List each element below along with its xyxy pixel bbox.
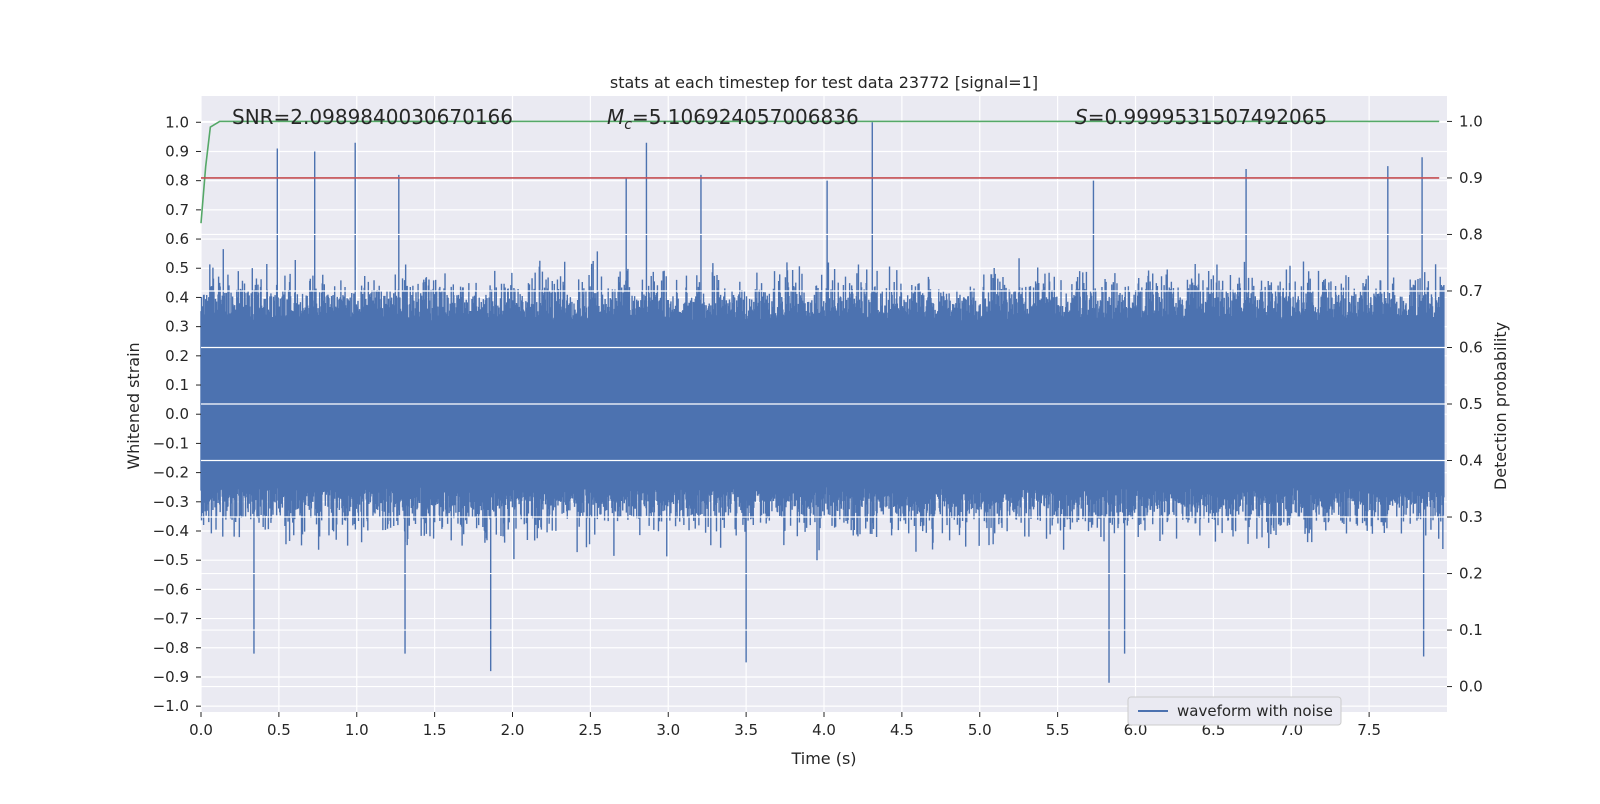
y-left-tick-label: −0.7 — [153, 610, 189, 628]
y-left-tick-label: 0.1 — [165, 376, 189, 394]
y-right-tick-label: 0.6 — [1459, 338, 1483, 356]
x-tick-label: 3.5 — [734, 721, 758, 739]
x-tick-label: 7.5 — [1357, 721, 1381, 739]
y-right-tick-label: 1.0 — [1459, 112, 1483, 130]
y-left-tick-label: 0.7 — [165, 201, 189, 219]
y-right-tick-label: 0.1 — [1459, 621, 1483, 639]
score-annotation: S=0.9999531507492065 — [1075, 105, 1327, 129]
y-left-tick-label: −0.2 — [153, 464, 189, 482]
x-tick-label: 1.5 — [423, 721, 447, 739]
x-tick-label: 2.0 — [501, 721, 525, 739]
y-left-tick-label: −0.9 — [153, 668, 189, 686]
waveform-core-band — [201, 349, 1444, 464]
y-left-axis-ticks: −1.0 −0.9 −0.8 −0.7 −0.6 −0.5 −0.4 −0.3 −0.2 −0.1… — [153, 113, 201, 715]
y-left-tick-label: 1.0 — [165, 113, 189, 131]
y-right-tick-label: 0.8 — [1459, 225, 1483, 243]
y-left-tick-label: 0.0 — [165, 405, 189, 423]
chirp-mass-subscript: c — [624, 117, 632, 133]
y-right-tick-label: 0.0 — [1459, 678, 1483, 696]
x-tick-label: 0.5 — [267, 721, 291, 739]
y-left-tick-label: −0.6 — [153, 580, 189, 598]
waveform-series — [200, 122, 1445, 683]
x-axis-label: Time (s) — [790, 749, 856, 768]
chirp-mass-annotation: Mc=5.106924057006836 — [607, 105, 859, 133]
x-tick-label: 4.0 — [812, 721, 836, 739]
y-left-tick-label: 0.3 — [165, 318, 189, 336]
y-left-tick-label: −0.8 — [153, 639, 189, 657]
y-right-axis-ticks: 0.0 0.1 0.2 0.3 0.4 0.5 0.6 0.7 0.8 0.9 1.0 — [1447, 112, 1483, 696]
chirp-mass-value: =5.106924057006836 — [632, 105, 859, 129]
x-tick-label: 3.0 — [656, 721, 680, 739]
x-tick-label: 1.0 — [345, 721, 369, 739]
score-value: =0.9999531507492065 — [1088, 105, 1327, 129]
chirp-mass-symbol: M — [607, 105, 624, 129]
y-left-tick-label: −1.0 — [153, 697, 189, 715]
x-tick-label: 2.5 — [578, 721, 602, 739]
score-symbol: S — [1075, 105, 1088, 129]
y-left-axis-label: Whitened strain — [124, 342, 143, 469]
legend-box — [1127, 696, 1342, 726]
y-right-tick-label: 0.5 — [1459, 395, 1483, 413]
legend: waveform with noise — [1127, 696, 1342, 726]
y-left-tick-label: −0.1 — [153, 434, 189, 452]
y-left-tick-label: −0.5 — [153, 551, 189, 569]
probability-line — [200, 120, 1440, 224]
x-tick-label: 0.0 — [189, 721, 213, 739]
x-tick-label: 4.5 — [890, 721, 914, 739]
y-right-tick-label: 0.3 — [1459, 508, 1483, 526]
y-left-tick-label: 0.9 — [165, 142, 189, 160]
y-right-tick-label: 0.2 — [1459, 565, 1483, 583]
y-right-tick-label: 0.9 — [1459, 169, 1483, 187]
y-right-tick-label: 0.4 — [1459, 452, 1483, 470]
y-left-tick-label: 0.8 — [165, 172, 189, 190]
y-left-tick-label: −0.4 — [153, 522, 189, 540]
y-left-tick-label: −0.3 — [153, 493, 189, 511]
y-left-tick-label: 0.6 — [165, 230, 189, 248]
snr-annotation: SNR=2.0989840030670166 — [232, 105, 513, 129]
x-tick-label: 5.0 — [968, 721, 992, 739]
legend-label: waveform with noise — [1177, 702, 1333, 720]
y-left-tick-label: 0.5 — [165, 259, 189, 277]
probability-series — [200, 120, 1447, 688]
chart-title: stats at each timestep for test data 237… — [610, 73, 1038, 92]
y-right-tick-label: 0.7 — [1459, 282, 1483, 300]
y-left-tick-label: 0.2 — [165, 347, 189, 365]
x-tick-label: 5.5 — [1046, 721, 1070, 739]
y-right-axis-label: Detection probability — [1491, 322, 1510, 490]
y-left-tick-label: 0.4 — [165, 288, 189, 306]
